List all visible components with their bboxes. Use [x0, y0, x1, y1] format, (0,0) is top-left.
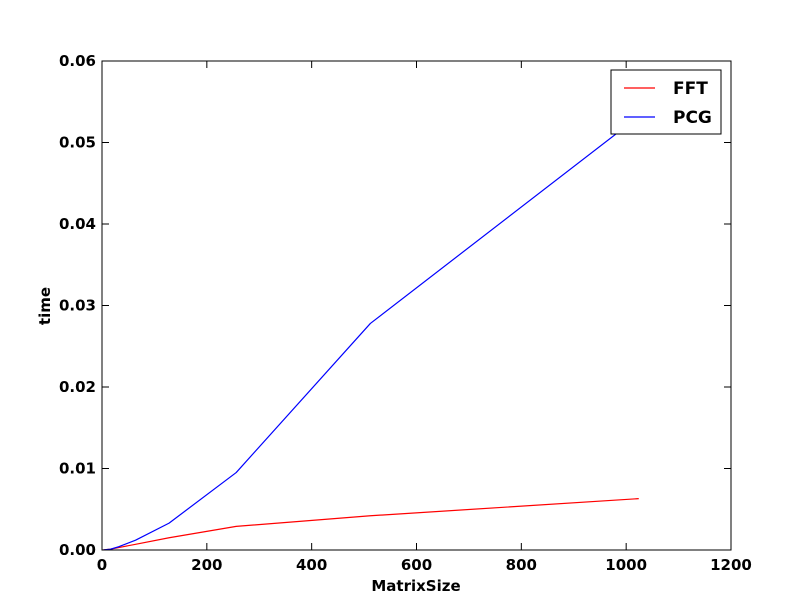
- x-tick-label: 400: [296, 556, 327, 574]
- legend: FFT PCG: [610, 69, 722, 135]
- y-tick-label: 0.01: [59, 460, 96, 478]
- legend-label-pcg: PCG: [673, 108, 712, 128]
- x-axis-label: MatrixSize: [371, 577, 460, 595]
- legend-box: [610, 69, 722, 135]
- series-line-fft: [103, 498, 639, 551]
- x-tick-label: 1000: [605, 556, 647, 574]
- y-tick-label: 0.03: [59, 297, 96, 315]
- plot-frame: [101, 60, 732, 551]
- series-line-pcg: [103, 115, 640, 551]
- legend-label-fft: FFT: [673, 79, 708, 99]
- y-tick-label: 0.04: [59, 215, 96, 233]
- y-tick-label: 0.02: [59, 378, 96, 396]
- x-tick-label: 200: [191, 556, 222, 574]
- x-tick-label: 800: [506, 556, 537, 574]
- y-tick-label: 0.05: [59, 134, 96, 152]
- x-tick-label: 600: [401, 556, 432, 574]
- x-tick-label: 0: [97, 556, 107, 574]
- y-axis-label: time: [36, 287, 54, 325]
- y-tick-label: 0.06: [59, 52, 96, 70]
- y-tick-label: 0.00: [59, 541, 96, 559]
- x-tick-label: 1200: [710, 556, 752, 574]
